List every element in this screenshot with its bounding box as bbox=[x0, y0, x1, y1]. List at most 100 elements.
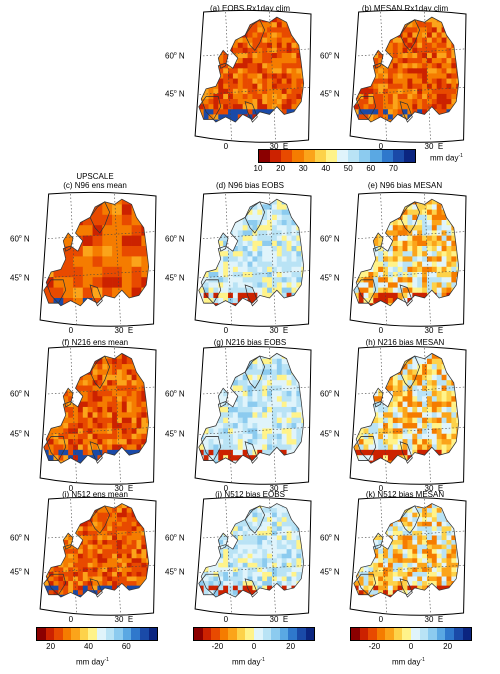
unit-exponent: -1 bbox=[104, 657, 109, 663]
colorbar-tick-label: 60 bbox=[121, 642, 131, 651]
colorbar-cell bbox=[211, 628, 220, 640]
map-g bbox=[194, 345, 312, 485]
panel-i: (i) N512 ens mean 60o N 45o N 0 30 E bbox=[10, 487, 160, 624]
lat-label-60: 60o N bbox=[165, 50, 185, 61]
colorbar-cell bbox=[131, 628, 140, 640]
lon-label-0: 0 bbox=[223, 615, 229, 624]
colorbar-cell bbox=[122, 628, 132, 640]
colorbar-cell bbox=[411, 628, 420, 640]
unit-exponent: -1 bbox=[420, 657, 425, 663]
colorbar-tick-label: 60 bbox=[366, 164, 376, 173]
colorbar-cell bbox=[445, 628, 454, 640]
colorbar-cell bbox=[79, 628, 89, 640]
colorbar-cell bbox=[436, 628, 446, 640]
colorbar-cell bbox=[403, 150, 415, 162]
colorbar-cell bbox=[105, 628, 115, 640]
colorbar-cell bbox=[368, 628, 377, 640]
colorbar-cell bbox=[292, 150, 304, 162]
colorbar-cell bbox=[314, 150, 326, 162]
unit-text: mm day bbox=[232, 657, 261, 667]
panel-title: (b) MESAN Rx1day clim bbox=[361, 4, 449, 13]
colorbar-cell bbox=[419, 628, 429, 640]
upscale-label: UPSCALE bbox=[76, 172, 114, 181]
lon-label-0: 0 bbox=[68, 484, 74, 493]
lon-label-0: 0 bbox=[378, 615, 384, 624]
colorbar-tick-label: 10 bbox=[253, 164, 263, 173]
lon-label-30: 30 E bbox=[269, 326, 289, 335]
map-h bbox=[349, 345, 467, 485]
panel-j: (j) N512 bias EOBS 60o N 45o N 0 30 E bbox=[165, 487, 315, 624]
panel-title: (i) N512 ens mean bbox=[62, 490, 128, 499]
colorbar-cell bbox=[37, 628, 46, 640]
lat-label-60: 60o N bbox=[165, 532, 185, 543]
unit-text: mm day bbox=[430, 153, 459, 163]
colorbar-cell bbox=[381, 150, 393, 162]
lat-label-60: 60o N bbox=[10, 388, 30, 399]
map-i bbox=[39, 496, 157, 616]
colorbar-cell bbox=[296, 628, 306, 640]
lat-label-60: 60o N bbox=[320, 388, 340, 399]
lon-label-30: 30 E bbox=[114, 326, 134, 335]
panel-title: (c) N96 ens mean bbox=[63, 181, 127, 190]
colorbar-bottom-left-ticks: 20 40 60 bbox=[36, 642, 158, 652]
colorbar-cell bbox=[271, 628, 280, 640]
colorbar-cell bbox=[194, 628, 203, 640]
map-e bbox=[349, 191, 467, 327]
colorbar-tick-label: 20 bbox=[46, 642, 56, 651]
colorbar-cell bbox=[97, 628, 106, 640]
colorbar-tick-label: -20 bbox=[211, 642, 224, 651]
unit-exponent: -1 bbox=[260, 657, 265, 663]
unit-text: mm day bbox=[76, 657, 105, 667]
colorbar-tick-label: 40 bbox=[321, 164, 331, 173]
colorbar-cell bbox=[148, 628, 158, 640]
colorbar-cell bbox=[236, 628, 246, 640]
map-d bbox=[194, 191, 312, 327]
panel-g: (g) N216 bias EOBS 60o N 45o N 0 30 E bbox=[165, 335, 315, 493]
colorbar-top-ticks: 10 20 30 40 50 60 70 bbox=[254, 164, 416, 174]
panel-title: (k) N512 bias MESAN bbox=[365, 490, 445, 499]
colorbar-cell bbox=[71, 628, 80, 640]
colorbar-cell bbox=[359, 150, 371, 162]
map-k bbox=[349, 496, 467, 616]
colorbar-cell bbox=[45, 628, 55, 640]
colorbar-cell bbox=[385, 628, 394, 640]
lon-label-30: 30 E bbox=[424, 484, 444, 493]
panel-title: (a) EOBS Rx1day clim bbox=[209, 4, 291, 13]
map-a bbox=[194, 9, 312, 143]
lon-label-0: 0 bbox=[223, 484, 229, 493]
colorbar-bottom-mid-unit: mm day-1 bbox=[232, 657, 265, 667]
panel-c: (c) N96 ens mean 60o N 45o N 0 30 E bbox=[10, 172, 160, 335]
colorbar-bottom-mid bbox=[193, 627, 315, 641]
panel-title: (g) N216 bias EOBS bbox=[213, 338, 287, 347]
colorbar-tick-label: 70 bbox=[388, 164, 398, 173]
lon-label-30: 30 E bbox=[269, 484, 289, 493]
colorbar-tick-label: 20 bbox=[286, 642, 296, 651]
colorbar-cell bbox=[392, 150, 404, 162]
lat-label-45: 45o N bbox=[10, 272, 30, 283]
lat-label-45: 45o N bbox=[10, 429, 30, 439]
lat-label-60: 60o N bbox=[10, 532, 30, 543]
lon-label-0: 0 bbox=[68, 615, 74, 624]
panel-k: (k) N512 bias MESAN 60o N 45o N 0 30 E bbox=[320, 487, 470, 624]
lon-label-30: 30 E bbox=[114, 615, 134, 624]
colorbar-cell bbox=[62, 628, 72, 640]
colorbar-cell bbox=[462, 628, 472, 640]
colorbar-cell bbox=[359, 628, 369, 640]
lon-label-0: 0 bbox=[68, 326, 74, 335]
map-f bbox=[39, 345, 157, 485]
panel-a: (a) EOBS Rx1day clim 60o N 45o N 0 30 E bbox=[165, 0, 315, 151]
lon-label-30: 30 E bbox=[269, 615, 289, 624]
lat-label-60: 60o N bbox=[165, 233, 185, 244]
lat-label-45: 45o N bbox=[320, 567, 340, 577]
lon-label-30: 30 E bbox=[424, 615, 444, 624]
colorbar-cell bbox=[202, 628, 212, 640]
colorbar-cell bbox=[305, 628, 315, 640]
colorbar-cell bbox=[376, 628, 386, 640]
lat-label-45: 45o N bbox=[320, 89, 340, 99]
lon-label-30: 30 E bbox=[114, 484, 134, 493]
map-c bbox=[39, 191, 157, 327]
colorbar-cell bbox=[288, 628, 297, 640]
colorbar-bottom-left-unit: mm day-1 bbox=[76, 657, 109, 667]
lat-label-60: 60o N bbox=[10, 233, 30, 244]
lon-label-0: 0 bbox=[223, 326, 229, 335]
